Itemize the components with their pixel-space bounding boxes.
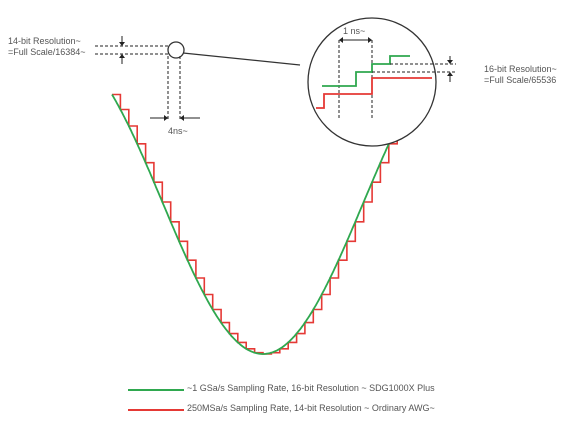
zoom-time-step-label: 1 ns~ xyxy=(343,26,366,36)
legend-label-red: 250MSa/s Sampling Rate, 14-bit Resolutio… xyxy=(187,403,435,413)
resolution-arrowhead-bottom xyxy=(119,54,125,58)
legend-swatch-red xyxy=(128,409,184,411)
right-resolution-line2: =Full Scale/65536 xyxy=(484,75,557,85)
zoom-time-arrowhead-left xyxy=(339,37,343,43)
zoom-green-steps xyxy=(322,55,410,87)
time-arrowhead-left xyxy=(164,115,168,121)
resolution-arrowhead-top xyxy=(119,42,125,46)
time-step-label: 4ns~ xyxy=(168,126,188,136)
right-res-arrowhead-bottom xyxy=(447,72,453,76)
zoom-red-steps xyxy=(316,77,432,109)
right-resolution-line1: 16-bit Resolution~ xyxy=(484,64,557,74)
left-resolution-line2: =Full Scale/16384~ xyxy=(8,47,86,57)
right-res-arrowhead-top xyxy=(447,60,453,64)
zoom-content xyxy=(316,37,456,120)
green-smooth-waveform xyxy=(111,94,415,355)
time-arrowhead-right xyxy=(180,115,184,121)
zoom-time-arrowhead-right xyxy=(368,37,372,43)
magnifier-small-circle xyxy=(167,41,185,59)
left-resolution-line1: 14-bit Resolution~ xyxy=(8,36,81,46)
legend-label-green: ~1 GSa/s Sampling Rate, 16-bit Resolutio… xyxy=(187,383,435,393)
legend-swatch-green xyxy=(128,389,184,391)
magnifier-connector xyxy=(182,52,301,66)
